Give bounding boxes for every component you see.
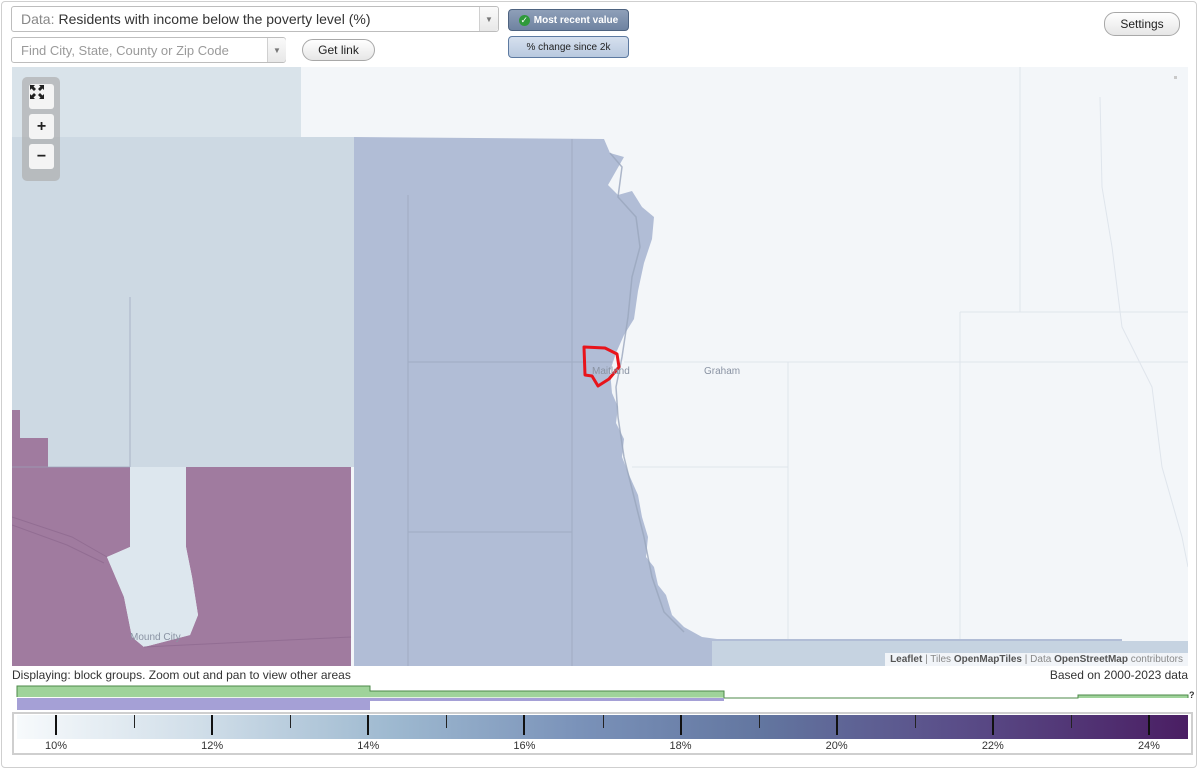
legend-major-tick bbox=[55, 715, 58, 735]
place-label-graham: Graham bbox=[704, 366, 741, 377]
map-view[interactable]: Maitland Graham Mound City + − Leaflet |… bbox=[12, 67, 1188, 666]
map-corner-marker bbox=[1174, 76, 1177, 79]
fullscreen-button[interactable] bbox=[29, 84, 54, 109]
minus-icon: − bbox=[36, 147, 47, 165]
histogram-green bbox=[16, 685, 1189, 699]
most-recent-value-toggle[interactable]: ✓ Most recent value bbox=[508, 9, 629, 31]
legend-major-tick bbox=[679, 715, 682, 735]
base-roads bbox=[624, 67, 1188, 639]
map-layers bbox=[12, 67, 1188, 666]
plus-icon: + bbox=[36, 117, 47, 135]
legend-minor-tick bbox=[290, 715, 292, 728]
histogram-purple-a bbox=[17, 698, 370, 710]
data-label: Data bbox=[1030, 654, 1052, 665]
displaying-status: Displaying: block groups. Zoom out and p… bbox=[12, 668, 351, 682]
legend-tick-label: 22% bbox=[981, 740, 1004, 752]
legend-major-tick bbox=[1147, 715, 1150, 735]
data-range-note: Based on 2000-2023 data bbox=[1049, 668, 1188, 682]
pct-change-toggle[interactable]: % change since 2k bbox=[508, 36, 629, 58]
tract-light-west bbox=[12, 137, 354, 467]
fullscreen-icon bbox=[30, 85, 44, 99]
map-attribution: Leaflet | Tiles OpenMapTiles | Data Open… bbox=[885, 653, 1188, 666]
zoom-out-button[interactable]: − bbox=[29, 144, 54, 169]
legend-gradient bbox=[17, 715, 1188, 739]
chevron-down-icon[interactable]: ▼ bbox=[267, 38, 286, 62]
histogram-purple-b bbox=[370, 698, 724, 701]
legend-major-tick bbox=[523, 715, 526, 735]
legend-minor-tick bbox=[1070, 715, 1072, 728]
legend-tick-label: 24% bbox=[1137, 740, 1160, 752]
contributors-label: contributors bbox=[1130, 654, 1183, 665]
zoom-in-button[interactable]: + bbox=[29, 114, 54, 139]
tract-high-southwest bbox=[12, 410, 351, 666]
histogram-help[interactable]: ? bbox=[1189, 690, 1195, 700]
openmaptiles-link[interactable]: OpenMapTiles bbox=[953, 654, 1022, 665]
legend-tick-label: 10% bbox=[45, 740, 68, 752]
tract-light-corridor bbox=[107, 467, 198, 647]
river bbox=[609, 152, 685, 633]
settings-button[interactable]: Settings bbox=[1104, 12, 1180, 36]
get-link-button[interactable]: Get link bbox=[302, 39, 375, 61]
legend-tick-label: 12% bbox=[201, 740, 224, 752]
chevron-down-icon[interactable]: ▼ bbox=[479, 7, 498, 31]
legend-major-tick bbox=[991, 715, 994, 735]
color-legend: 10% 12% 14% 16% 18% 20% 22% 24% bbox=[12, 712, 1193, 755]
southwest-roads bbox=[12, 516, 352, 648]
tract-mid-central bbox=[354, 137, 1188, 666]
legend-tick-label: 14% bbox=[357, 740, 380, 752]
place-label-mound-city: Mound City bbox=[130, 632, 181, 643]
zoom-controls: + − bbox=[22, 77, 60, 181]
legend-minor-tick bbox=[758, 715, 760, 728]
selected-area-outline bbox=[582, 345, 621, 388]
tract-light-top bbox=[12, 67, 301, 137]
data-select-value: Residents with income below the poverty … bbox=[58, 11, 371, 27]
place-label-maitland: Maitland bbox=[592, 366, 630, 377]
legend-minor-tick bbox=[914, 715, 916, 728]
legend-tick-label: 20% bbox=[825, 740, 848, 752]
legend-major-tick bbox=[211, 715, 214, 735]
checkmark-icon: ✓ bbox=[518, 14, 530, 26]
openstreetmap-link[interactable]: OpenStreetMap bbox=[1054, 654, 1128, 665]
pct-change-label: % change since 2k bbox=[526, 41, 611, 53]
legend-minor-tick bbox=[446, 715, 448, 728]
legend-minor-tick bbox=[134, 715, 136, 728]
most-recent-value-label: Most recent value bbox=[533, 14, 619, 26]
data-select-prefix: Data: bbox=[21, 11, 55, 27]
legend-major-tick bbox=[367, 715, 370, 735]
legend-tick-label: 18% bbox=[669, 740, 692, 752]
boundary-lines bbox=[12, 139, 612, 666]
distribution-histogram bbox=[16, 685, 1189, 710]
legend-tick-label: 16% bbox=[513, 740, 536, 752]
tiles-label: Tiles bbox=[930, 654, 952, 665]
data-select[interactable]: Data: Residents with income below the po… bbox=[11, 6, 499, 32]
legend-minor-tick bbox=[602, 715, 604, 728]
legend-major-tick bbox=[835, 715, 838, 735]
leaflet-link[interactable]: Leaflet bbox=[890, 654, 923, 665]
location-search-input[interactable] bbox=[11, 37, 286, 63]
